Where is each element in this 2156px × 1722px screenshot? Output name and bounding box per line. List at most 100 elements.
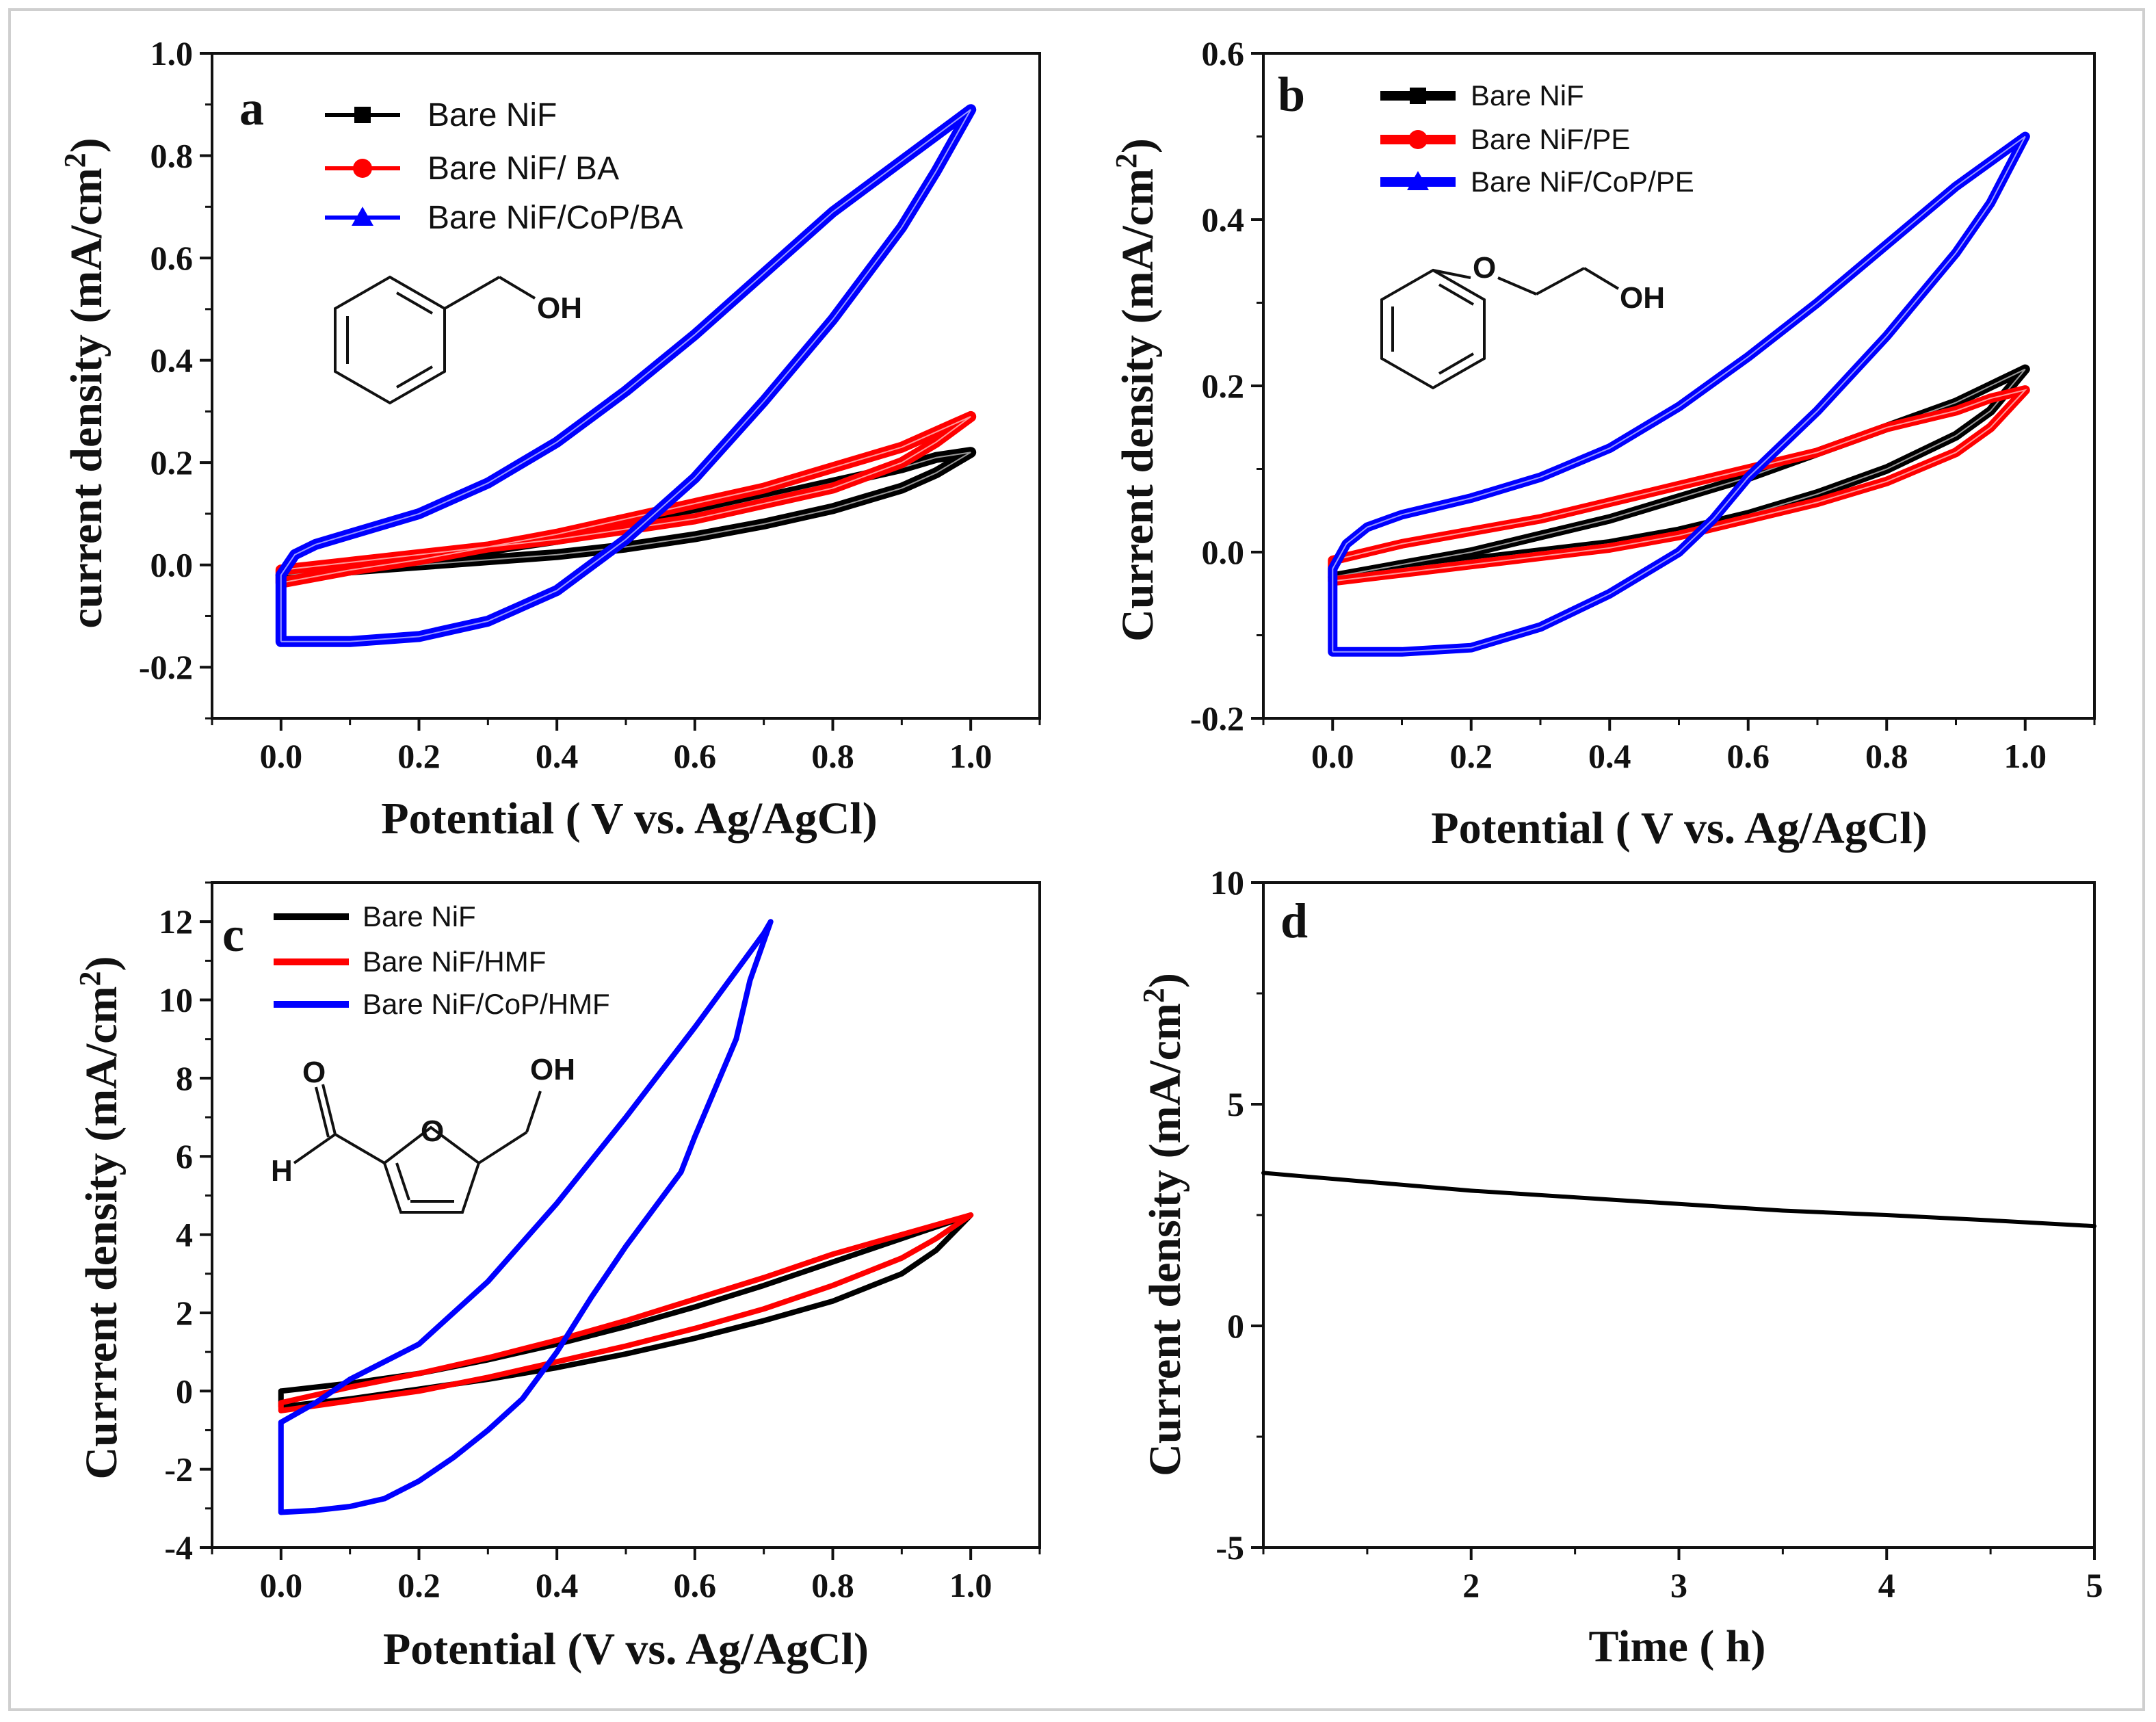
panel-label-c: c xyxy=(222,907,244,962)
legend-marker-b-1 xyxy=(1408,130,1428,149)
series-line-b-2 xyxy=(1328,131,2030,657)
y-tick-label-c-5: 6 xyxy=(176,1137,193,1175)
legend-text-a-0: Bare NiF xyxy=(428,97,557,133)
x-tick-label-a-1: 0.2 xyxy=(397,737,441,775)
legend-marker-b-2 xyxy=(1407,171,1429,190)
x-tick-label-c-4: 0.8 xyxy=(811,1566,854,1604)
x-tick-label-c-3: 0.6 xyxy=(674,1566,717,1604)
axes-box-b xyxy=(1262,52,2096,720)
y-tick-label-c-6: 8 xyxy=(176,1059,193,1097)
x-tick-label-b-0: 0.0 xyxy=(1311,737,1354,775)
legend-marker-a-1 xyxy=(353,159,372,178)
y-tick-label-c-0: -4 xyxy=(164,1528,193,1567)
y-tick-label-d-2: 5 xyxy=(1227,1085,1244,1123)
y-tick-label-a-6: 1.0 xyxy=(150,34,194,73)
molecule-label-b-0: O xyxy=(1473,251,1496,285)
y-tick-label-b-1: 0.0 xyxy=(1202,533,1245,571)
series-highlight-b-2 xyxy=(1332,135,2026,653)
axes-box-d xyxy=(1262,881,2096,1549)
y-tick-label-b-3: 0.4 xyxy=(1202,200,1245,239)
molecule-label-c-3: OH xyxy=(530,1053,575,1086)
x-tick-label-d-1: 3 xyxy=(1670,1566,1687,1604)
molecule-label-c-1: H xyxy=(271,1154,293,1188)
y-tick-label-c-4: 4 xyxy=(176,1216,193,1254)
plot-area-a: 0.0 0.2 0.4 0.6 0.8 1.0 -0.2 0.0 0.2 0.4 0.6 0.8 1.0 xyxy=(139,34,1041,775)
y-axis-label-c: Currrent density (mA/cm2) xyxy=(73,956,127,1480)
x-tick-label-b-3: 0.6 xyxy=(1727,737,1770,775)
legend-marker-b-0 xyxy=(1410,88,1426,104)
molecule-label-c-2: O xyxy=(421,1114,444,1148)
y-tick-label-a-0: -0.2 xyxy=(139,648,193,686)
y-tick-label-a-5: 0.8 xyxy=(150,137,194,175)
panel-label-d: d xyxy=(1280,893,1308,948)
y-tick-label-a-3: 0.4 xyxy=(150,341,194,380)
y-tick-label-a-4: 0.6 xyxy=(150,239,194,277)
x-axis-label-d: Time ( h) xyxy=(1588,1621,1765,1671)
x-tick-label-c-1: 0.2 xyxy=(397,1566,441,1604)
molecule-hmf xyxy=(293,1084,542,1214)
legend-b: Bare NiF Bare NiF/PE Bare NiF/CoP/PE xyxy=(1380,79,1694,198)
legend-text-b-0: Bare NiF xyxy=(1471,79,1584,112)
y-axis-label-a: current density (mA/cm2) xyxy=(58,138,111,628)
molecule-label-c-0: O xyxy=(302,1056,326,1089)
panel-b: 0.0 0.2 0.4 0.6 0.8 1.0 -0.2 0.0 0.2 0.4 0.6 b Pot… xyxy=(1109,34,2096,853)
x-tick-label-c-5: 1.0 xyxy=(949,1566,992,1604)
molecule-label-b-1: OH xyxy=(1620,281,1665,315)
x-axis-label-a: Potential ( V vs. Ag/AgCl) xyxy=(381,794,877,844)
y-axis-label-d: Current density (mA/cm2) xyxy=(1137,973,1190,1476)
legend-text-b-1: Bare NiF/PE xyxy=(1471,123,1630,155)
legend-a: Bare NiF Bare NiF/ BA Bare NiF/CoP/BA xyxy=(325,97,683,236)
legend-text-b-2: Bare NiF/CoP/PE xyxy=(1471,166,1694,198)
legend-marker-a-2 xyxy=(352,207,373,226)
x-tick-label-d-3: 5 xyxy=(2086,1566,2103,1604)
x-tick-label-b-1: 0.2 xyxy=(1450,737,1493,775)
legend-text-c-0: Bare NiF xyxy=(363,900,476,932)
y-tick-label-b-4: 0.6 xyxy=(1202,34,1245,73)
legend-marker-a-0 xyxy=(354,107,371,123)
x-tick-label-b-2: 0.4 xyxy=(1588,737,1631,775)
x-tick-label-b-4: 0.8 xyxy=(1865,737,1908,775)
plot-area-b: 0.0 0.2 0.4 0.6 0.8 1.0 -0.2 0.0 0.2 0.4 0.6 xyxy=(1190,34,2096,775)
plot-area-d: 2 3 4 5 -5 0 5 10 xyxy=(1210,863,2103,1604)
x-tick-label-b-5: 1.0 xyxy=(2004,737,2047,775)
y-tick-label-d-0: -5 xyxy=(1215,1528,1244,1567)
legend-text-a-2: Bare NiF/CoP/BA xyxy=(428,200,683,236)
series-highlight-a-1 xyxy=(280,415,971,584)
x-tick-label-c-2: 0.4 xyxy=(536,1566,579,1604)
y-tick-label-c-2: 0 xyxy=(176,1372,193,1410)
legend-text-c-2: Bare NiF/CoP/HMF xyxy=(363,988,610,1020)
legend-c: Bare NiF Bare NiF/HMF Bare NiF/CoP/HMF xyxy=(274,900,610,1020)
figure-frame xyxy=(8,8,2145,1711)
y-tick-label-a-1: 0.0 xyxy=(150,546,194,584)
panel-d: 2 3 4 5 -5 0 5 10 d Time ( h) Current density (… xyxy=(1137,863,2103,1671)
legend-text-c-1: Bare NiF/HMF xyxy=(363,945,546,978)
series-highlight-b-1 xyxy=(1332,389,2027,582)
molecule-label-a: OH xyxy=(537,291,582,325)
x-tick-label-a-2: 0.4 xyxy=(536,737,579,775)
y-tick-label-c-7: 10 xyxy=(159,981,193,1019)
x-tick-label-d-2: 4 xyxy=(1878,1566,1895,1604)
panel-c: 0.0 0.2 0.4 0.6 0.8 1.0 -4 -2 0 2 4 6 8 10 12 c Potent… xyxy=(73,881,1041,1674)
x-tick-label-d-0: 2 xyxy=(1462,1566,1480,1604)
series-line-c-2 xyxy=(278,919,774,1515)
molecule-phenoxyethanol xyxy=(1380,267,1620,390)
x-tick-label-c-0: 0.0 xyxy=(260,1566,303,1604)
y-tick-label-d-1: 0 xyxy=(1227,1307,1244,1345)
x-tick-label-a-3: 0.6 xyxy=(674,737,717,775)
y-tick-label-b-0: -0.2 xyxy=(1190,699,1244,738)
series-line-c-1 xyxy=(278,1212,974,1413)
y-tick-label-c-8: 12 xyxy=(159,902,193,941)
y-tick-label-a-2: 0.2 xyxy=(150,443,194,482)
y-tick-label-d-3: 10 xyxy=(1210,863,1244,902)
y-tick-label-b-2: 0.2 xyxy=(1202,367,1245,405)
y-tick-label-c-3: 2 xyxy=(176,1294,193,1332)
x-tick-label-a-4: 0.8 xyxy=(811,737,854,775)
x-axis-label-b: Potential ( V vs. Ag/AgCl) xyxy=(1431,803,1927,853)
legend-text-a-1: Bare NiF/ BA xyxy=(428,151,619,187)
plot-area-c: 0.0 0.2 0.4 0.6 0.8 1.0 -4 -2 0 2 4 6 8 10 12 xyxy=(159,881,1041,1604)
axes-box-c xyxy=(211,881,1041,1549)
molecule-benzyl-alcohol xyxy=(334,275,536,405)
x-tick-label-a-0: 0.0 xyxy=(260,737,303,775)
series-highlight-a-2 xyxy=(280,109,972,642)
